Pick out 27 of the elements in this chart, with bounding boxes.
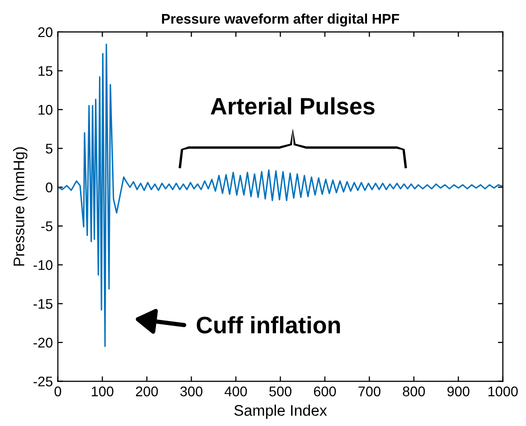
x-tick-label: 500: [269, 386, 292, 396]
annotation: Arterial Pulses: [210, 97, 375, 115]
line-series: [58, 44, 503, 348]
chart-title: Pressure waveform after digital HPF: [162, 14, 400, 27]
x-tick-label: 600: [314, 386, 336, 396]
y-tick-label: -15: [34, 299, 52, 309]
annotation: Cuff inflation: [196, 316, 340, 334]
y-tick-label: -20: [34, 338, 52, 348]
x-tick-label: 800: [402, 386, 425, 396]
x-tick-label: 700: [358, 386, 380, 396]
y-tick-label: 15: [38, 66, 52, 76]
y-tick-label: 10: [38, 104, 52, 115]
y-tick-label: 0: [46, 182, 52, 192]
y-tick-label: -25: [34, 376, 52, 386]
x-tick-label: 900: [447, 386, 470, 396]
x-tick-label: 0: [54, 386, 62, 396]
y-axis-title: Pressure (mmHg): [13, 147, 28, 266]
y-tick-label: -5: [41, 221, 52, 232]
y-tick-label: -10: [34, 260, 52, 270]
x-tick-label: 1000: [488, 386, 518, 396]
x-tick-label: 100: [92, 386, 114, 396]
x-axis-title: Sample Index: [234, 404, 327, 419]
x-tick-label: 200: [136, 386, 158, 396]
x-tick-label: 400: [224, 386, 247, 396]
y-tick-label: 5: [46, 144, 52, 154]
y-tick-label: 20: [38, 27, 52, 38]
x-tick-label: 300: [180, 386, 202, 396]
